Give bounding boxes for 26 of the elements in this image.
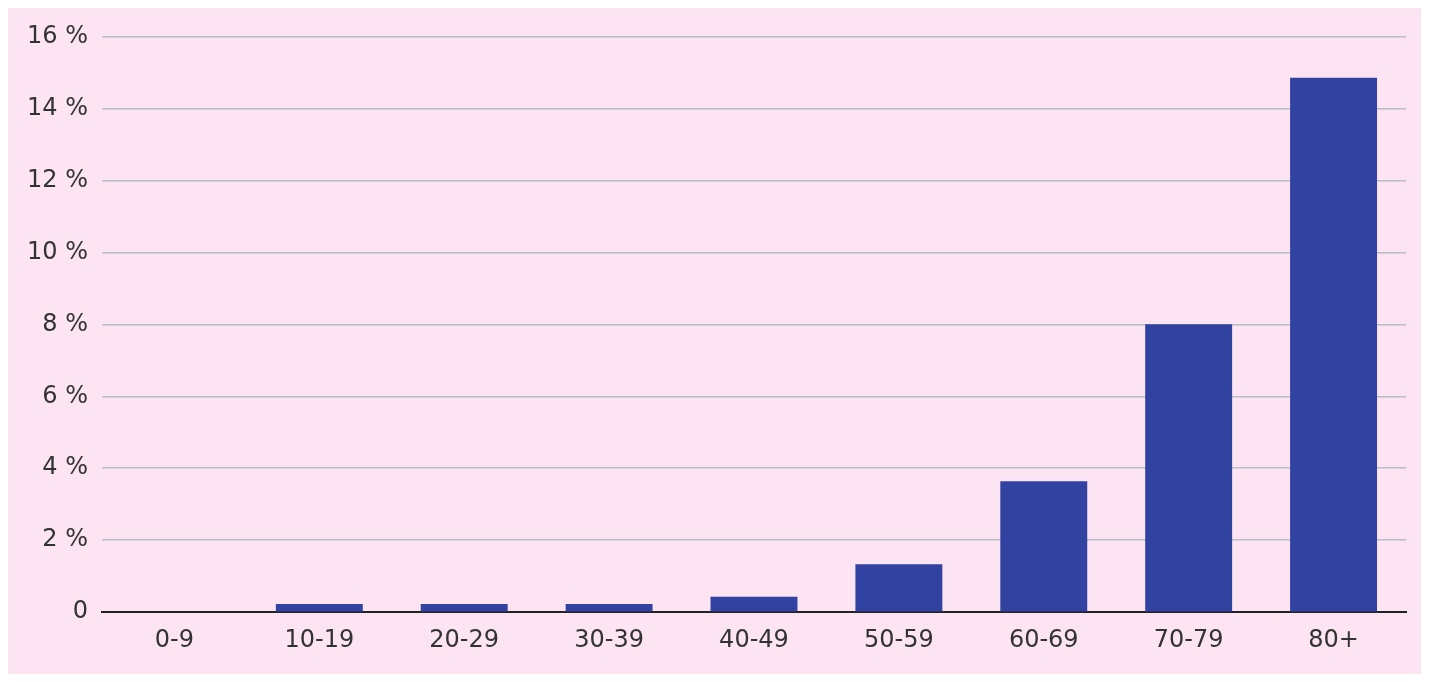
y-tick-label: 16 %	[26, 20, 88, 49]
x-tick-label: 40-49	[719, 624, 789, 653]
bar	[1000, 481, 1088, 612]
x-tick-label: 20-29	[429, 624, 500, 653]
y-tick-label: 12 %	[26, 164, 88, 193]
bar	[855, 564, 943, 612]
x-tick-label: 30-39	[574, 624, 644, 653]
y-tick-label: 0	[72, 596, 88, 625]
bar	[420, 603, 508, 612]
bar	[275, 603, 363, 612]
x-tick-label: 60-69	[1008, 624, 1079, 653]
x-tick-label: 0-9	[154, 624, 195, 653]
bar	[710, 596, 798, 612]
y-tick-label: 14 %	[26, 92, 88, 121]
x-tick-label: 50-59	[864, 624, 934, 653]
bar	[565, 603, 653, 612]
y-tick-label: 8 %	[42, 308, 88, 337]
y-tick-label: 10 %	[26, 236, 88, 265]
y-tick-label: 6 %	[42, 380, 88, 409]
x-tick-label: 70-79	[1153, 624, 1224, 653]
bar	[1145, 324, 1233, 612]
y-tick-label: 2 %	[42, 524, 88, 553]
x-tick-label: 10-19	[284, 624, 355, 653]
x-tick-label: 80+	[1308, 624, 1359, 653]
y-tick-label: 4 %	[42, 452, 88, 481]
bar	[1290, 77, 1378, 612]
